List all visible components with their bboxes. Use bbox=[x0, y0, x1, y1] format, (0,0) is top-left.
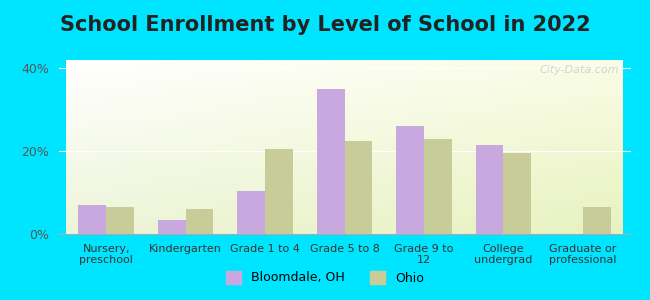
Bar bbox=[344, 141, 372, 234]
Bar bbox=[317, 89, 345, 234]
Bar bbox=[158, 220, 186, 234]
Text: City-Data.com: City-Data.com bbox=[540, 65, 619, 75]
Bar bbox=[424, 139, 452, 234]
Bar bbox=[583, 207, 610, 234]
Bar bbox=[79, 205, 106, 234]
Bar bbox=[476, 145, 503, 234]
Bar bbox=[186, 209, 213, 234]
Bar bbox=[503, 153, 531, 234]
Text: School Enrollment by Level of School in 2022: School Enrollment by Level of School in … bbox=[60, 15, 590, 35]
Legend: Bloomdale, OH, Ohio: Bloomdale, OH, Ohio bbox=[220, 265, 430, 291]
Bar bbox=[237, 190, 265, 234]
Bar bbox=[106, 207, 134, 234]
Bar bbox=[265, 149, 293, 234]
Bar bbox=[396, 126, 424, 234]
